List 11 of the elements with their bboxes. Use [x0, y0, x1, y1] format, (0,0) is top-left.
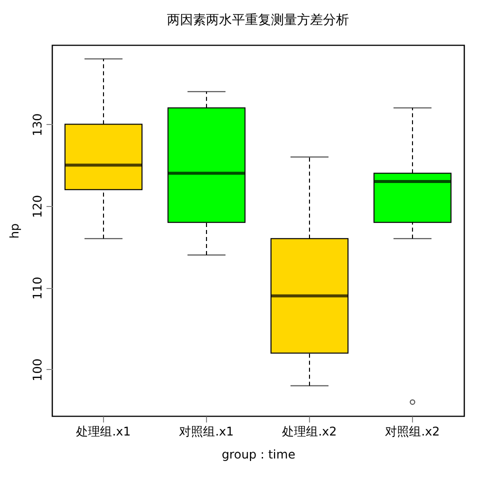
- y-tick-label: 120: [30, 195, 44, 218]
- x-tick-label: 对照组.x1: [179, 424, 234, 438]
- x-axis-title: group : time: [222, 448, 296, 462]
- y-axis-title: hp: [8, 223, 22, 239]
- y-tick-label: 100: [30, 358, 44, 382]
- chart-title: 两因素两水平重复测量方差分析: [167, 12, 349, 28]
- x-tick-label: 处理组.x1: [76, 424, 131, 438]
- x-tick-label: 处理组.x2: [282, 424, 337, 438]
- y-tick-label: 110: [30, 276, 44, 300]
- y-tick-label: 130: [30, 113, 44, 136]
- x-tick-label: 对照组.x2: [385, 424, 440, 438]
